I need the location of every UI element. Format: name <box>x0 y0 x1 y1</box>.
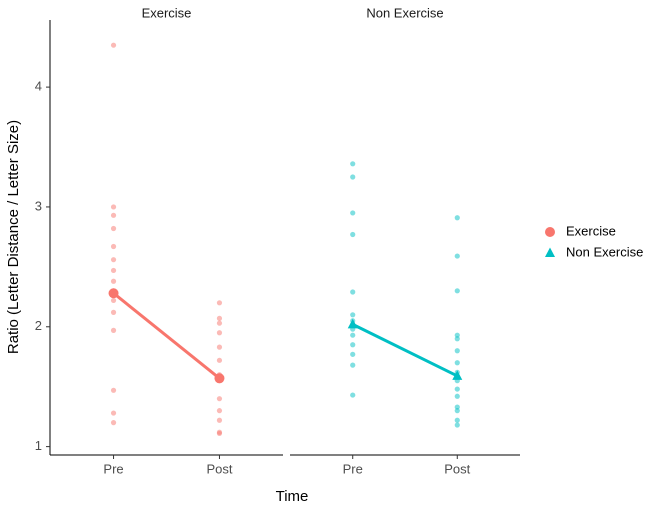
data-point <box>454 408 460 414</box>
data-point <box>350 210 356 216</box>
data-point <box>216 320 223 326</box>
data-point <box>350 332 356 338</box>
legend-marker <box>545 247 555 257</box>
data-point <box>216 396 223 402</box>
data-point <box>216 344 223 350</box>
data-point <box>216 417 223 423</box>
data-point <box>350 161 356 167</box>
facet-title: Non Exercise <box>366 5 443 20</box>
data-point <box>454 336 460 342</box>
data-point <box>454 215 460 221</box>
mean-line <box>112 292 221 380</box>
data-point <box>454 386 460 392</box>
data-point <box>110 278 117 284</box>
data-point <box>110 243 117 250</box>
mean-marker <box>347 318 358 329</box>
data-point <box>350 342 356 348</box>
y-tick-label: 2 <box>35 318 42 333</box>
mean-marker <box>214 373 225 384</box>
data-point <box>110 267 117 274</box>
data-point <box>110 225 117 232</box>
data-point <box>454 288 460 294</box>
data-point <box>454 393 460 399</box>
data-point <box>216 300 223 306</box>
data-point <box>110 212 117 218</box>
data-point <box>110 309 117 315</box>
data-point <box>350 289 356 295</box>
data-point <box>216 408 223 414</box>
x-tick-label: Post <box>444 461 470 476</box>
data-point <box>216 430 223 437</box>
legend-marker <box>545 227 555 237</box>
data-point <box>350 231 356 238</box>
y-tick-label: 3 <box>35 198 42 213</box>
data-point <box>350 174 356 180</box>
x-tick-label: Pre <box>343 461 363 476</box>
mean-marker <box>452 370 463 380</box>
data-point <box>350 362 356 368</box>
legend-label: Exercise <box>566 223 616 238</box>
data-point <box>454 332 460 338</box>
mean-marker <box>108 288 119 299</box>
data-point <box>350 312 356 318</box>
data-point <box>350 351 356 357</box>
data-point <box>216 330 223 336</box>
data-point <box>350 392 356 398</box>
data-point <box>454 417 460 423</box>
facet-title: Exercise <box>142 5 192 20</box>
data-point <box>110 420 117 426</box>
data-point <box>216 357 223 363</box>
legend-label: Non Exercise <box>566 244 643 259</box>
data-point <box>454 404 460 410</box>
x-tick-label: Post <box>206 461 232 476</box>
data-point <box>454 253 460 259</box>
data-point <box>454 360 460 366</box>
x-tick-label: Pre <box>103 461 123 476</box>
data-point <box>110 42 117 48</box>
data-point <box>110 257 117 263</box>
data-point <box>110 387 117 393</box>
data-point <box>110 410 117 416</box>
data-point <box>110 327 117 333</box>
x-axis-title: Time <box>276 488 309 505</box>
data-point <box>110 204 117 210</box>
data-point <box>454 348 460 354</box>
data-point <box>454 422 460 428</box>
y-tick-label: 1 <box>35 438 42 453</box>
data-point <box>216 315 223 321</box>
data-point <box>110 297 117 304</box>
y-tick-label: 4 <box>35 79 42 94</box>
mean-line <box>352 323 458 378</box>
y-axis-title: Ratio (Letter Distance / Letter Size) <box>5 120 22 354</box>
